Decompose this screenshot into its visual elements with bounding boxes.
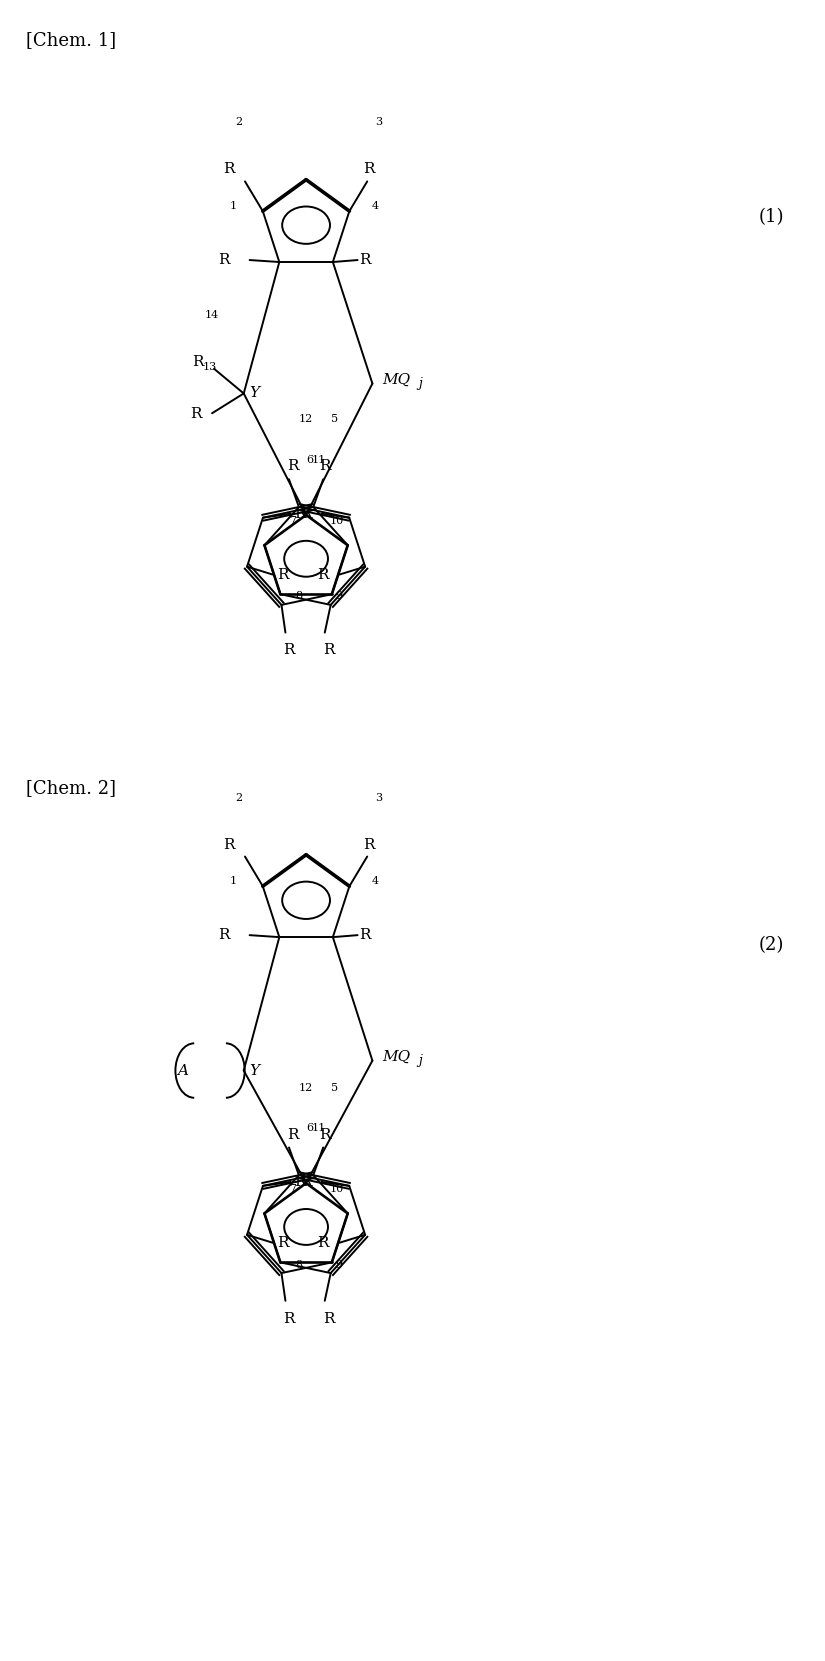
- Text: R: R: [295, 507, 306, 522]
- Text: A: A: [177, 1063, 188, 1078]
- Text: 14: 14: [205, 309, 219, 319]
- Text: j: j: [418, 1053, 422, 1066]
- Text: 5: 5: [331, 414, 338, 424]
- Text: R: R: [192, 355, 204, 369]
- Text: 11: 11: [312, 455, 326, 465]
- Text: Y: Y: [250, 387, 260, 400]
- Text: R: R: [284, 1312, 295, 1325]
- Text: R: R: [224, 837, 234, 852]
- Text: 11: 11: [312, 1123, 326, 1133]
- Text: 3: 3: [375, 118, 382, 128]
- Text: R: R: [276, 568, 288, 581]
- Text: 8: 8: [295, 1259, 303, 1269]
- Text: R: R: [224, 163, 234, 176]
- Text: R: R: [299, 507, 311, 522]
- Text: 8: 8: [295, 591, 303, 601]
- Text: MQ: MQ: [382, 372, 410, 387]
- Text: R: R: [319, 1128, 331, 1141]
- Text: 3: 3: [375, 792, 382, 802]
- Text: R: R: [360, 928, 371, 942]
- Text: R: R: [363, 837, 375, 852]
- Text: (2): (2): [759, 935, 785, 953]
- Text: [Chem. 2]: [Chem. 2]: [26, 779, 116, 797]
- Text: R: R: [287, 460, 299, 473]
- Text: R: R: [284, 643, 295, 658]
- Text: 10: 10: [330, 515, 344, 525]
- Text: 9: 9: [335, 1259, 342, 1269]
- Text: 6: 6: [307, 1123, 314, 1133]
- Text: 7: 7: [289, 1184, 295, 1194]
- Text: R: R: [218, 928, 229, 942]
- Text: 5: 5: [331, 1083, 338, 1093]
- Text: 12: 12: [299, 1083, 314, 1093]
- Text: R: R: [323, 1312, 334, 1325]
- Text: 13: 13: [202, 362, 216, 372]
- Text: MQ: MQ: [382, 1050, 410, 1063]
- Text: 10: 10: [330, 1184, 344, 1194]
- Text: R: R: [318, 568, 329, 581]
- Text: R: R: [363, 163, 375, 176]
- Text: R: R: [319, 460, 331, 473]
- Text: 4: 4: [371, 875, 379, 887]
- Text: 12: 12: [299, 414, 314, 424]
- Text: 2: 2: [235, 792, 243, 802]
- Text: 1: 1: [230, 201, 237, 211]
- Text: 4: 4: [371, 201, 379, 211]
- Text: R: R: [218, 252, 229, 267]
- Text: Y: Y: [250, 1063, 260, 1078]
- Text: 2: 2: [235, 118, 243, 128]
- Text: R: R: [191, 407, 202, 422]
- Text: 1: 1: [230, 875, 237, 887]
- Text: R: R: [287, 1128, 299, 1141]
- Text: R: R: [360, 252, 371, 267]
- Text: (1): (1): [759, 208, 785, 226]
- Text: 9: 9: [335, 591, 342, 601]
- Text: [Chem. 1]: [Chem. 1]: [26, 32, 116, 50]
- Text: j: j: [418, 377, 422, 389]
- Text: R: R: [323, 643, 334, 658]
- Text: R: R: [295, 1174, 306, 1189]
- Text: 6: 6: [307, 455, 314, 465]
- Text: R: R: [318, 1236, 329, 1249]
- Text: 7: 7: [289, 515, 295, 525]
- Text: R: R: [276, 1236, 288, 1249]
- Text: R: R: [299, 1174, 311, 1189]
